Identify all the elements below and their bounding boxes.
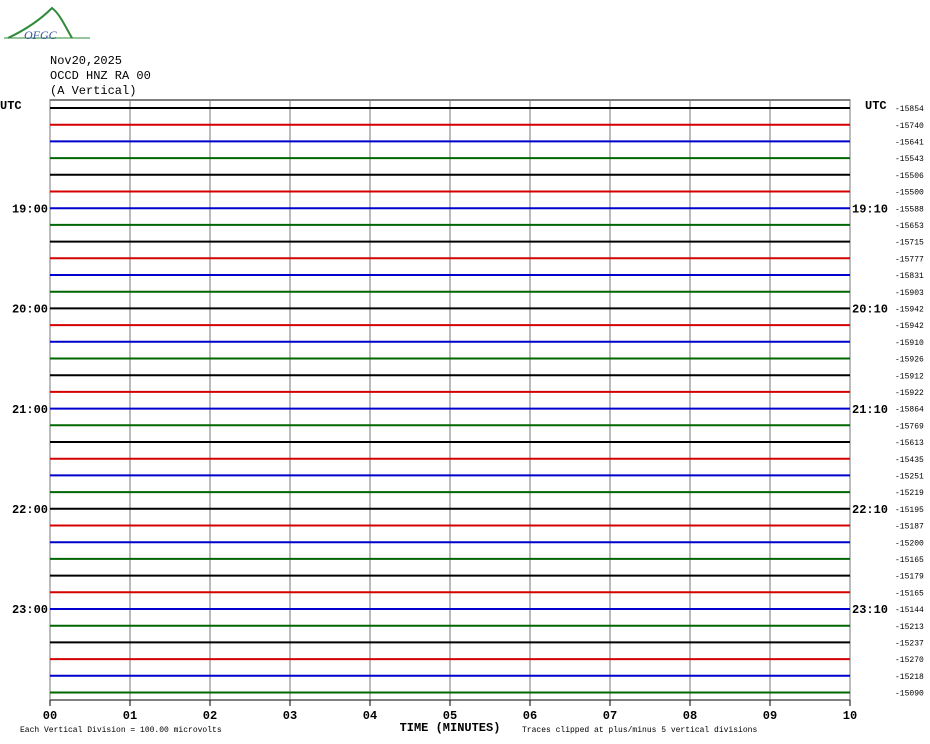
trace-offset: -15237 [895,640,924,649]
trace-offset: -15588 [895,205,924,214]
trace-offset: -15179 [895,573,924,582]
trace-offset: -15613 [895,439,924,448]
trace-offset: -15715 [895,239,924,248]
hour-label: 21:00 [12,403,48,417]
trace-offset: -15218 [895,673,924,682]
trace-offset: -15912 [895,372,924,381]
hour-label-right: 23:10 [852,603,888,617]
trace-offset: -15777 [895,255,924,264]
hour-label-right: 19:10 [852,202,888,216]
trace-offset: -15926 [895,356,924,365]
utc-left: UTC [0,99,22,113]
x-tick-label: 06 [523,709,537,723]
trace-offset: -15165 [895,589,924,598]
trace-offset: -15500 [895,189,924,198]
hour-label: 20:00 [12,303,48,317]
x-tick-label: 09 [763,709,777,723]
trace-offset: -15922 [895,389,924,398]
header-component: (A Vertical) [50,84,136,98]
trace-offset: -15435 [895,456,924,465]
trace-offset: -15090 [895,690,924,699]
x-axis-title: TIME (MINUTES) [400,721,501,735]
x-tick-label: 01 [123,709,137,723]
x-tick-label: 03 [283,709,297,723]
hour-label-right: 20:10 [852,303,888,317]
hour-label-right: 21:10 [852,403,888,417]
hour-label: 22:00 [12,503,48,517]
note-scale: Each Vertical Division = 100.00 microvol… [20,726,222,735]
trace-offset: -15769 [895,422,924,431]
trace-offset: -15543 [895,155,924,164]
x-tick-label: 04 [363,709,377,723]
trace-offset: -15251 [895,473,924,482]
hour-label: 19:00 [12,202,48,216]
hour-label-right: 22:10 [852,503,888,517]
trace-offset: -15942 [895,306,924,315]
header-date: Nov20,2025 [50,54,122,68]
trace-offset: -15910 [895,339,924,348]
trace-offset: -15653 [895,222,924,231]
x-tick-label: 00 [43,709,57,723]
x-tick-label: 10 [843,709,857,723]
trace-offset: -15942 [895,322,924,331]
logo-curve [7,6,73,39]
header-station: OCCD HNZ RA 00 [50,69,151,83]
logo-text: OFGC [24,28,58,42]
trace-offset: -15213 [895,623,924,632]
utc-right: UTC [865,99,887,113]
hour-label: 23:00 [12,603,48,617]
trace-offset: -15187 [895,523,924,532]
trace-offset: -15195 [895,506,924,515]
note-clip: Traces clipped at plus/minus 5 vertical … [522,726,757,735]
trace-offset: -15219 [895,489,924,498]
x-tick-label: 05 [443,709,457,723]
trace-offset: -15165 [895,556,924,565]
x-tick-label: 07 [603,709,617,723]
trace-offset: -15200 [895,539,924,548]
trace-offset: -15903 [895,289,924,298]
trace-offset: -15144 [895,606,924,615]
trace-offset: -15641 [895,139,924,148]
trace-offset: -15740 [895,122,924,131]
trace-offset: -15270 [895,656,924,665]
trace-offset: -15506 [895,172,924,181]
trace-offset: -15831 [895,272,924,281]
x-tick-label: 02 [203,709,217,723]
trace-offset: -15864 [895,406,924,415]
x-tick-label: 08 [683,709,697,723]
trace-offset: -15854 [895,105,924,114]
